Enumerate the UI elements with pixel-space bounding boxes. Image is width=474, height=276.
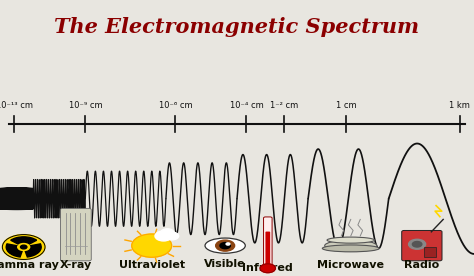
- Text: 1 cm: 1 cm: [336, 101, 356, 110]
- Wedge shape: [11, 237, 36, 245]
- Ellipse shape: [327, 237, 374, 243]
- Circle shape: [409, 239, 426, 249]
- FancyBboxPatch shape: [61, 208, 91, 261]
- Text: 1⁻² cm: 1⁻² cm: [270, 101, 299, 110]
- FancyBboxPatch shape: [265, 232, 270, 266]
- Ellipse shape: [325, 240, 377, 251]
- Text: X-ray: X-ray: [60, 261, 92, 270]
- Text: Radio: Radio: [404, 261, 439, 270]
- Text: 10⁻⁶ cm: 10⁻⁶ cm: [159, 101, 192, 110]
- Text: Visible: Visible: [204, 259, 246, 269]
- Ellipse shape: [205, 238, 246, 253]
- Circle shape: [412, 242, 422, 247]
- Wedge shape: [6, 244, 22, 257]
- Circle shape: [19, 244, 28, 250]
- FancyBboxPatch shape: [264, 217, 272, 266]
- Circle shape: [165, 232, 179, 240]
- Text: Gamma ray: Gamma ray: [0, 261, 59, 270]
- Text: 10⁻¹³ cm: 10⁻¹³ cm: [0, 101, 33, 110]
- Circle shape: [226, 243, 230, 245]
- FancyBboxPatch shape: [402, 230, 442, 261]
- Text: 10⁻⁹ cm: 10⁻⁹ cm: [69, 101, 102, 110]
- Circle shape: [161, 229, 174, 237]
- Circle shape: [220, 243, 230, 249]
- Circle shape: [216, 240, 235, 251]
- Circle shape: [260, 264, 275, 273]
- Text: Infrared: Infrared: [242, 263, 293, 273]
- Text: Microwave: Microwave: [317, 261, 384, 270]
- Circle shape: [20, 245, 27, 249]
- Wedge shape: [25, 244, 41, 257]
- Ellipse shape: [322, 245, 379, 252]
- Text: 1 km: 1 km: [449, 101, 470, 110]
- Circle shape: [2, 235, 45, 259]
- Circle shape: [155, 231, 172, 241]
- Circle shape: [132, 234, 172, 257]
- Bar: [424, 247, 436, 257]
- Text: Ultraviolet: Ultraviolet: [118, 261, 185, 270]
- Circle shape: [18, 243, 30, 251]
- Text: 10⁻⁴ cm: 10⁻⁴ cm: [229, 101, 264, 110]
- Text: The Electromagnetic Spectrum: The Electromagnetic Spectrum: [55, 17, 419, 36]
